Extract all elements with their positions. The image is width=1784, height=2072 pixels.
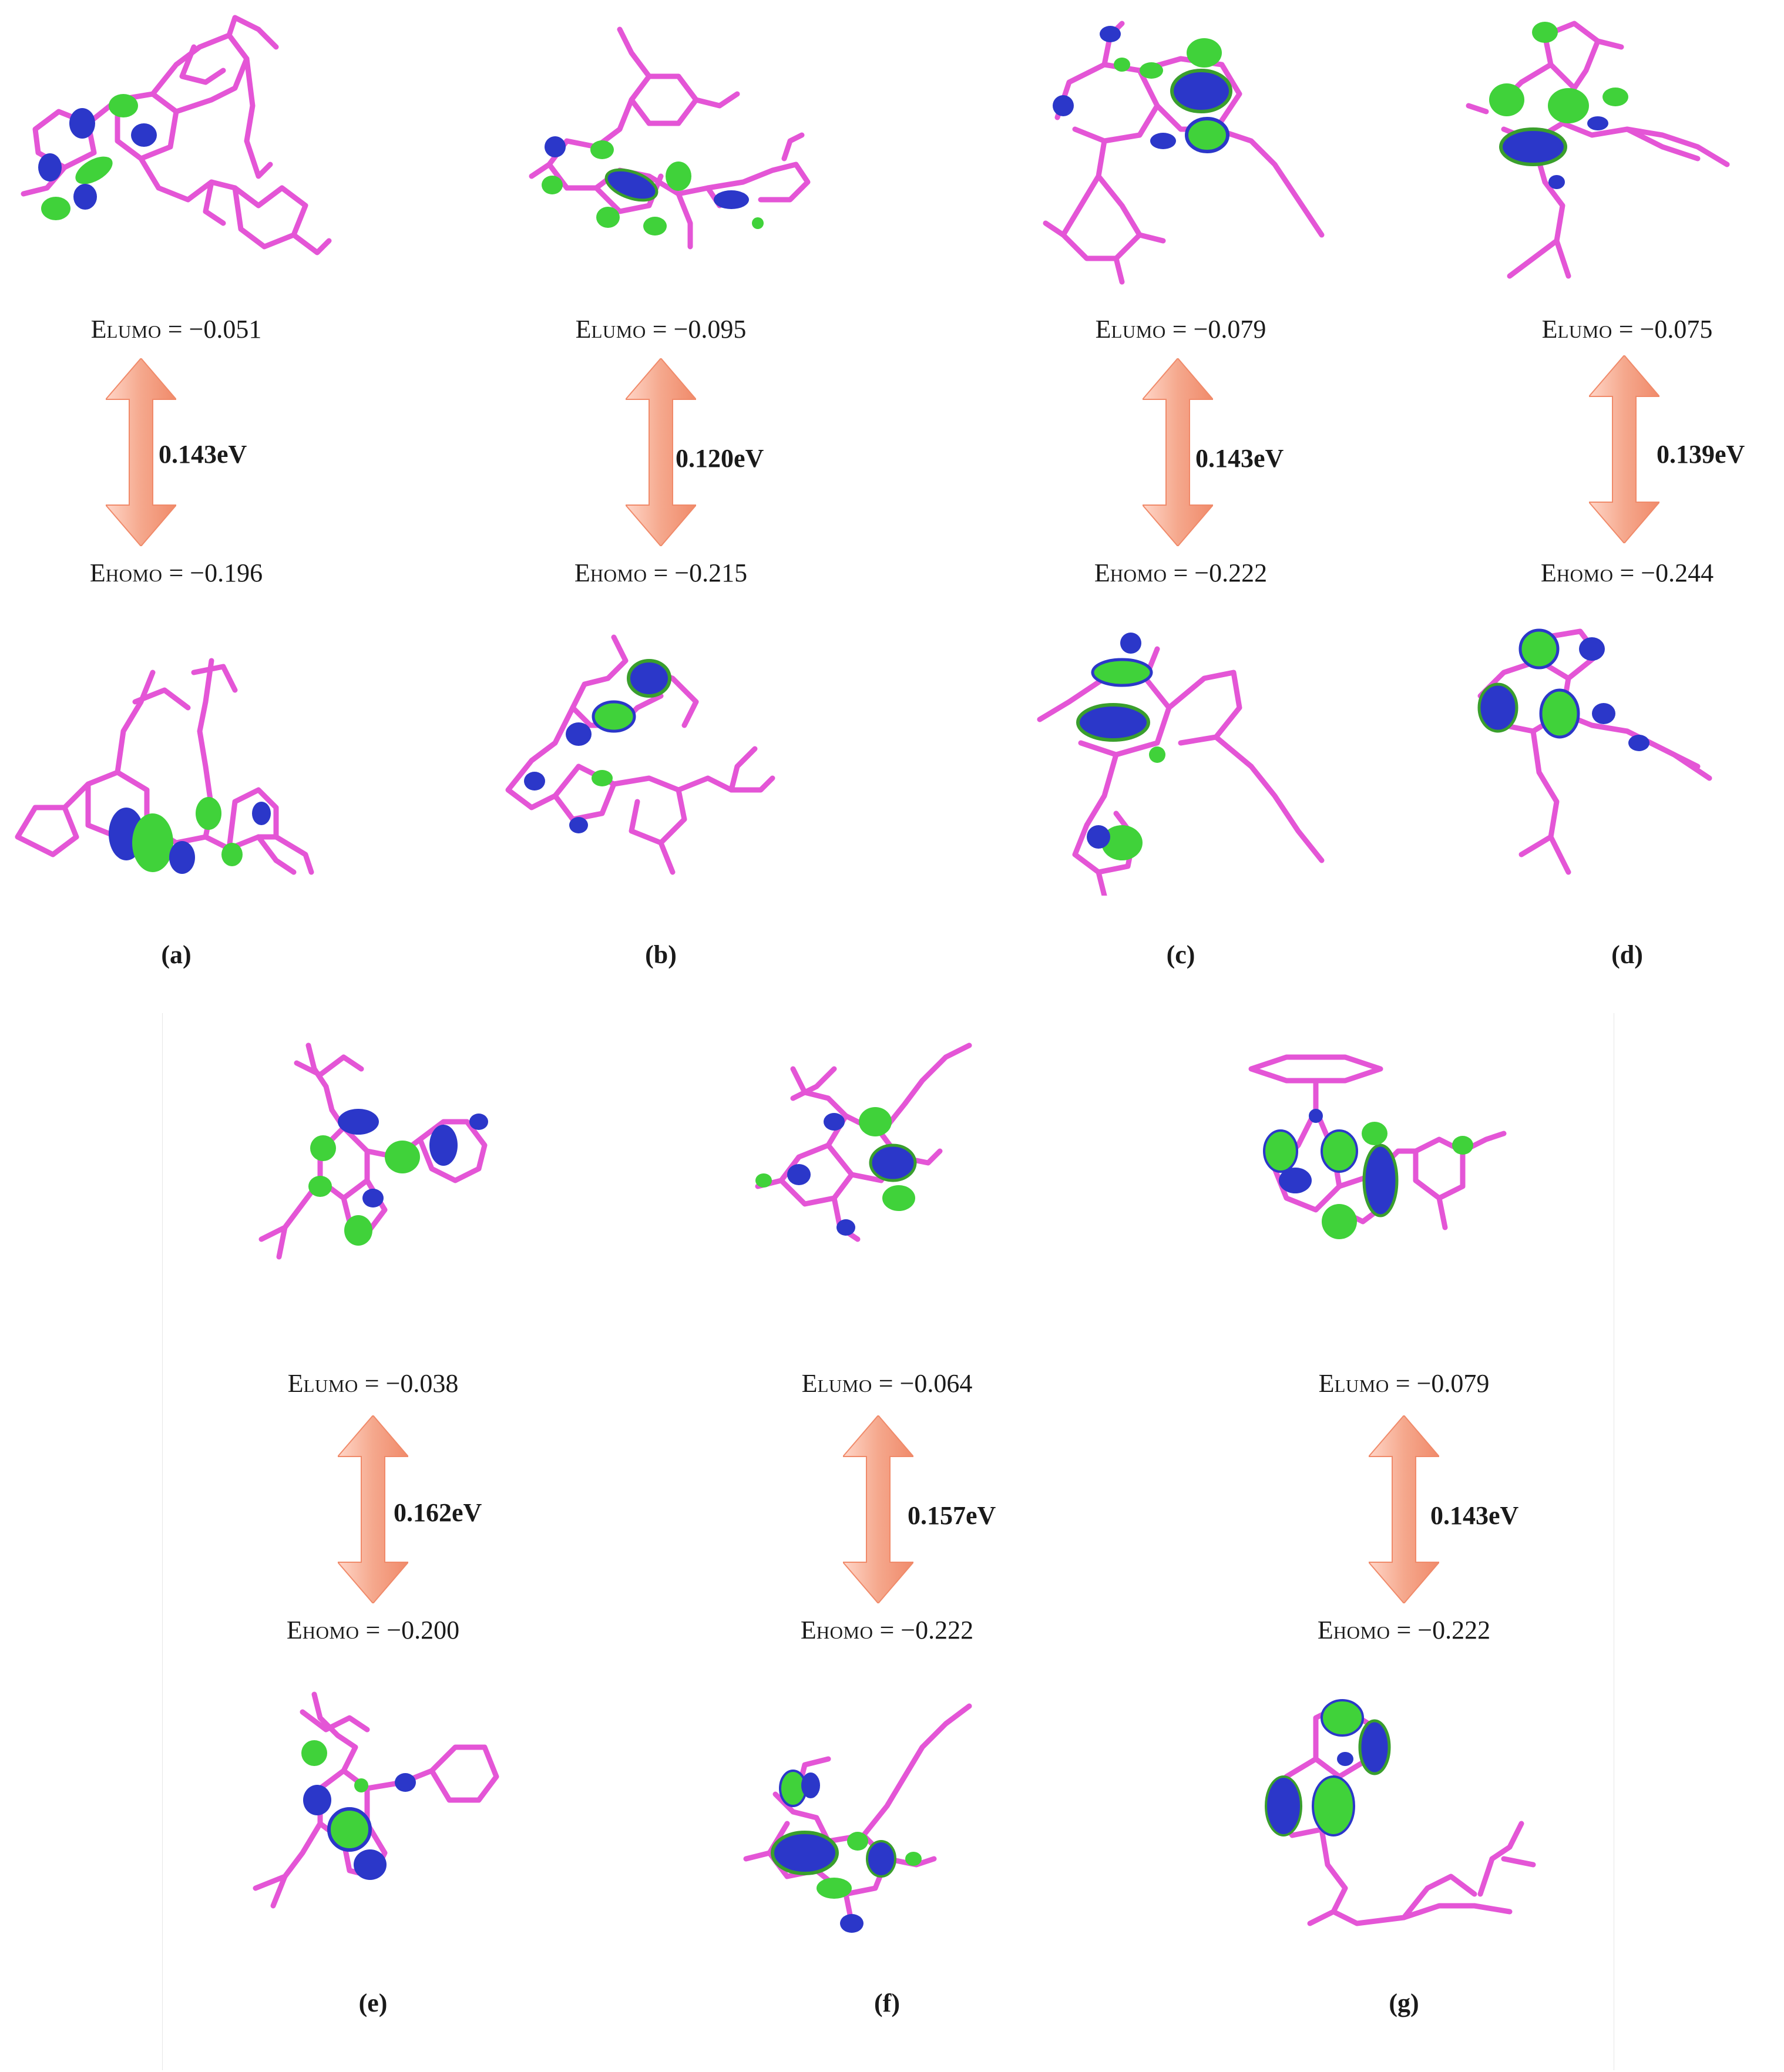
bottom-row-frame [162,1013,1614,2070]
energy-gap-value-e: 0.162eV [394,1498,482,1527]
lumo-orbital-image-a [21,15,332,255]
energy-gap-value-g: 0.143eV [1430,1501,1519,1530]
homo-orbital-image-c [1037,633,1325,896]
lumo-orbital-image-b [529,26,811,250]
lumo-energy-d: ELUMO = −0.075 [1541,315,1713,344]
homo-orbital-image-g [1265,1699,1536,1926]
panel-label-d: (d) [1611,940,1643,969]
lumo-orbital-image-d [1466,21,1730,279]
energy-gap-arrow-g [1369,1415,1439,1603]
energy-gap-value-a: 0.143eV [159,440,247,469]
homo-energy-a: EHOMO = −0.196 [89,559,263,587]
homo-energy-g: EHOMO = −0.222 [1317,1616,1491,1644]
lumo-orbital-image-f [755,1042,972,1242]
homo-orbital-image-d [1477,628,1712,875]
panel-label-e: (e) [358,1989,388,2017]
energy-gap-value-d: 0.139eV [1657,440,1745,469]
homo-energy-d: EHOMO = −0.244 [1540,559,1714,587]
energy-gap-arrow-c [1143,358,1213,546]
homo-energy-e: EHOMO = −0.200 [286,1616,460,1644]
homo-orbital-image-b [505,634,775,875]
panel-label-c: (c) [1166,940,1195,969]
homo-orbital-image-f [743,1703,972,1933]
panel-label-b: (b) [645,940,677,969]
lumo-orbital-image-c [1043,21,1325,285]
energy-gap-value-c: 0.143eV [1195,444,1284,473]
panel-label-a: (a) [161,940,191,969]
lumo-energy-a: ELUMO = −0.051 [90,315,262,344]
panel-label-g: (g) [1389,1989,1419,2017]
energy-gap-value-b: 0.120eV [676,444,764,473]
energy-gap-arrow-e [338,1415,408,1603]
energy-gap-arrow-a [106,358,176,546]
energy-gap-arrow-f [843,1415,913,1603]
homo-energy-b: EHOMO = −0.215 [574,559,748,587]
panel-label-f: (f) [874,1989,900,2017]
energy-gap-arrow-b [626,358,696,546]
lumo-energy-c: ELUMO = −0.079 [1095,315,1266,344]
lumo-energy-f: ELUMO = −0.064 [801,1369,973,1398]
energy-gap-value-f: 0.157eV [908,1501,996,1530]
lumo-orbital-image-e [258,1042,488,1260]
lumo-energy-g: ELUMO = −0.079 [1318,1369,1490,1398]
lumo-energy-e: ELUMO = −0.038 [287,1369,459,1398]
homo-orbital-image-e [253,1691,499,1909]
energy-gap-arrow-d [1589,355,1659,543]
lumo-energy-b: ELUMO = −0.095 [575,315,747,344]
homo-orbital-image-a [15,658,314,875]
lumo-orbital-image-g [1248,1054,1507,1239]
homo-energy-c: EHOMO = −0.222 [1094,559,1268,587]
homo-energy-f: EHOMO = −0.222 [800,1616,974,1644]
